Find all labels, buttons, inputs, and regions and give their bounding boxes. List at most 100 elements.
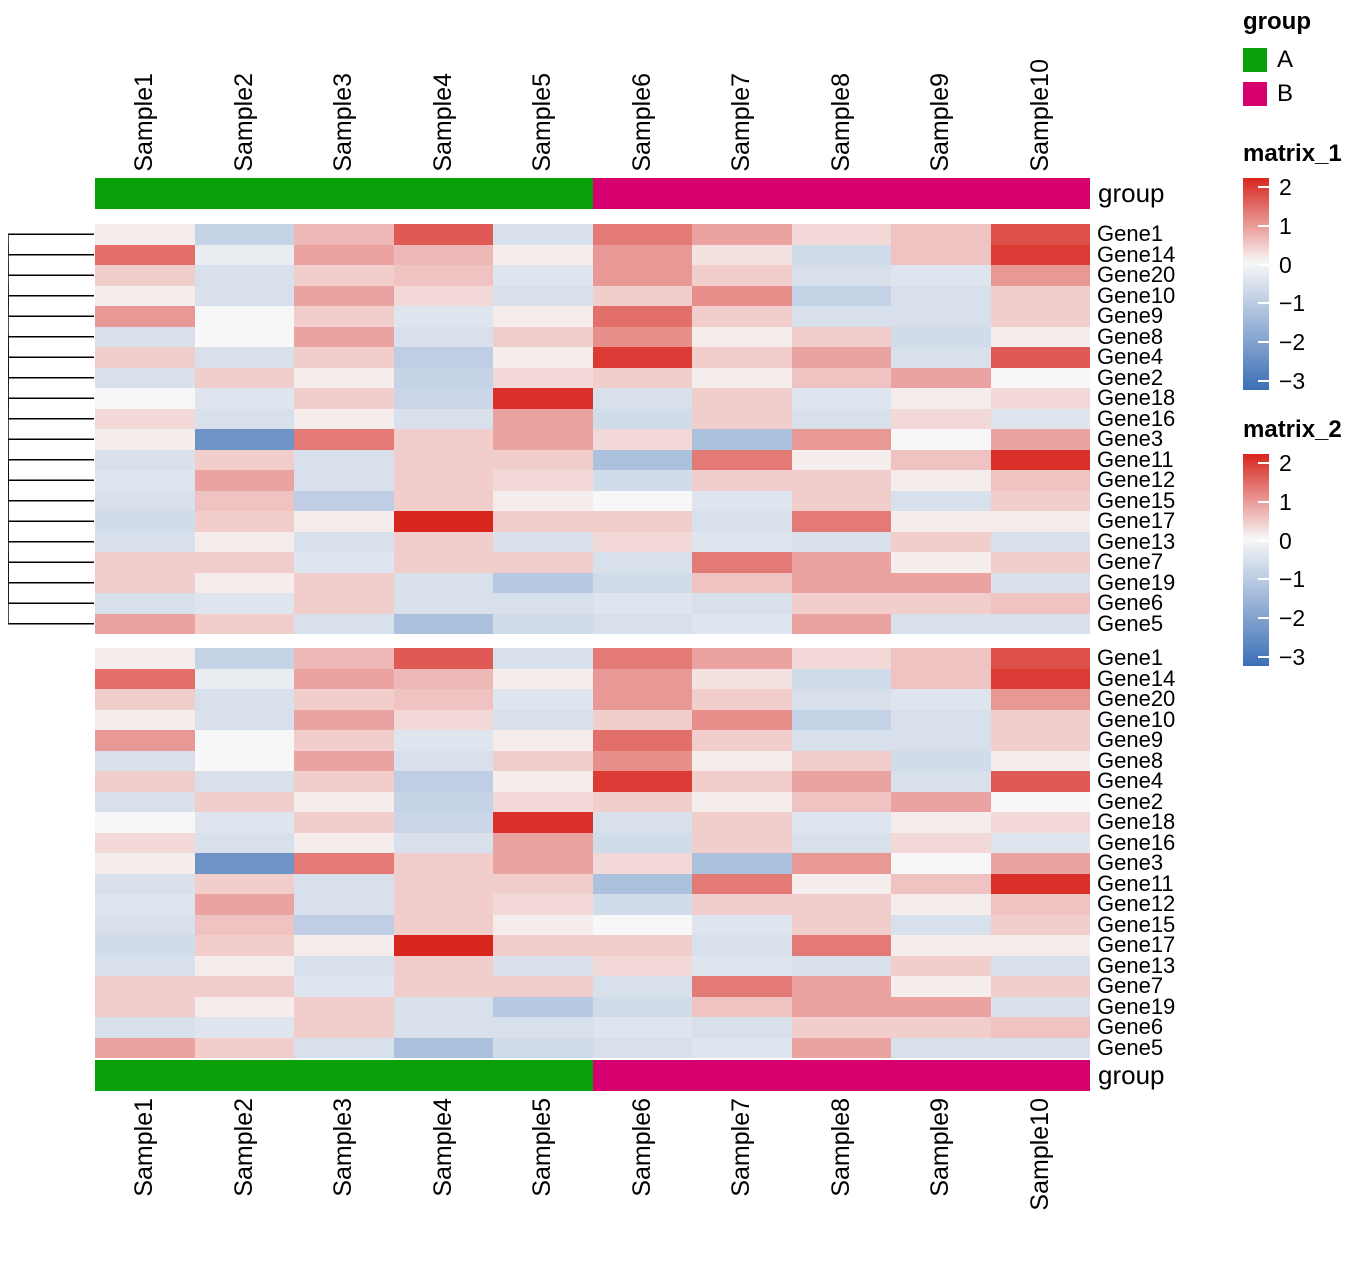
heatmap-cell — [592, 429, 692, 450]
heatmap-cell — [294, 832, 394, 853]
heatmap-cell — [791, 408, 891, 429]
heatmap-cell — [194, 265, 294, 286]
heatmap-cell — [294, 1037, 394, 1058]
colorbar-tick-label: −3 — [1279, 644, 1306, 670]
heatmap-cell — [692, 812, 792, 833]
heatmap-cell — [692, 388, 792, 409]
heatmap-cell — [592, 935, 692, 956]
column-labels-bottom: Sample1 Sample2 Sample3 Sample4 Sample5 Sampl… — [95, 1098, 1090, 1268]
heatmap-cell — [891, 572, 991, 593]
heatmap-cell — [990, 750, 1090, 771]
heatmap-cell — [990, 593, 1090, 614]
heatmap-cell — [990, 771, 1090, 792]
column-label: Sample1 — [130, 73, 159, 172]
heatmap-cell — [592, 388, 692, 409]
heatmap-cell — [692, 894, 792, 915]
row-label: Gene14 — [1097, 665, 1176, 691]
colorbar-tick-label: −2 — [1279, 605, 1306, 632]
group-annotation-segment-B — [592, 178, 1090, 209]
heatmap-cell — [95, 935, 195, 956]
heatmap-cell — [891, 306, 991, 327]
row-label: Gene5 — [1097, 610, 1164, 636]
heatmap-cell — [393, 449, 493, 470]
heatmap-cell — [294, 306, 394, 327]
heatmap-cell — [692, 265, 792, 286]
heatmap-cell — [95, 648, 195, 669]
heatmap-cell — [692, 873, 792, 894]
heatmap-cell — [294, 730, 394, 751]
colorbar-tick — [1258, 578, 1270, 581]
heatmap-cell — [493, 449, 593, 470]
heatmap-cell — [194, 750, 294, 771]
heatmap-cell — [891, 552, 991, 573]
heatmap-cell — [791, 1017, 891, 1038]
heatmap-cell — [95, 490, 195, 511]
heatmap-cell — [294, 511, 394, 532]
heatmap-cell — [294, 408, 394, 429]
heatmap-cell — [891, 914, 991, 935]
heatmap-cell — [194, 935, 294, 956]
heatmap-cell — [294, 812, 394, 833]
heatmap-cell — [294, 873, 394, 894]
column-label: Sample9 — [926, 1098, 955, 1197]
heatmap-cell — [990, 613, 1090, 634]
heatmap-cell — [493, 511, 593, 532]
heatmap-cell — [393, 224, 493, 245]
heatmap-cell — [791, 306, 891, 327]
heatmap-cell — [891, 593, 991, 614]
heatmap-cell — [493, 996, 593, 1017]
heatmap-cell — [592, 648, 692, 669]
heatmap-cell — [990, 730, 1090, 751]
heatmap-cell — [592, 976, 692, 997]
matrix2-colorbar — [1243, 454, 1269, 666]
heatmap-cell — [294, 531, 394, 552]
heatmap-cell — [194, 955, 294, 976]
row-label: Gene17 — [1097, 508, 1176, 533]
heatmap-cell — [493, 1037, 593, 1058]
column-label: Sample6 — [627, 1098, 656, 1197]
colorbar-tick — [1258, 186, 1270, 188]
heatmap-cell — [891, 511, 991, 532]
heatmap-cell — [592, 531, 692, 552]
row-label: Gene15 — [1097, 487, 1176, 513]
heatmap-cell — [692, 689, 792, 710]
heatmap-cell — [891, 408, 991, 429]
heatmap-cell — [592, 408, 692, 429]
heatmap-cell — [194, 791, 294, 812]
heatmap-cell — [194, 853, 294, 874]
heatmap-cell — [592, 285, 692, 306]
heatmap-cell — [95, 894, 195, 915]
heatmap-cell — [95, 689, 195, 710]
heatmap-cell — [95, 511, 195, 532]
heatmap-cell — [294, 265, 394, 286]
heatmap-cell — [493, 976, 593, 997]
heatmap-cell — [692, 285, 792, 306]
heatmap-cell — [990, 812, 1090, 833]
heatmap-cell — [393, 593, 493, 614]
heatmap-cell — [294, 914, 394, 935]
heatmap-cell — [95, 730, 195, 751]
heatmap-cell — [194, 832, 294, 853]
heatmap-cell — [990, 894, 1090, 915]
row-label: Gene16 — [1097, 829, 1176, 855]
column-labels-top: Sample1 Sample2 Sample3 Sample4 Sample5 Sampl… — [95, 6, 1090, 172]
heatmap-cell — [493, 306, 593, 327]
heatmap-cell — [393, 326, 493, 347]
heatmap-cell — [692, 572, 792, 593]
heatmap-cell — [294, 935, 394, 956]
heatmap-cell — [294, 285, 394, 306]
heatmap-cell — [493, 750, 593, 771]
group-annotation-label-bottom: group — [1098, 1060, 1165, 1090]
heatmap-cell — [990, 490, 1090, 511]
column-label: Sample7 — [727, 73, 756, 172]
heatmap-cell — [95, 429, 195, 450]
heatmap-cell — [791, 894, 891, 915]
colorbar-tick — [1258, 263, 1270, 266]
heatmap-cell — [791, 531, 891, 552]
heatmap-cell — [194, 976, 294, 997]
heatmap-cell — [692, 914, 792, 935]
row-label: Gene10 — [1097, 282, 1176, 308]
heatmap-cell — [592, 996, 692, 1017]
heatmap-cell — [493, 285, 593, 306]
row-label: Gene20 — [1097, 686, 1176, 711]
